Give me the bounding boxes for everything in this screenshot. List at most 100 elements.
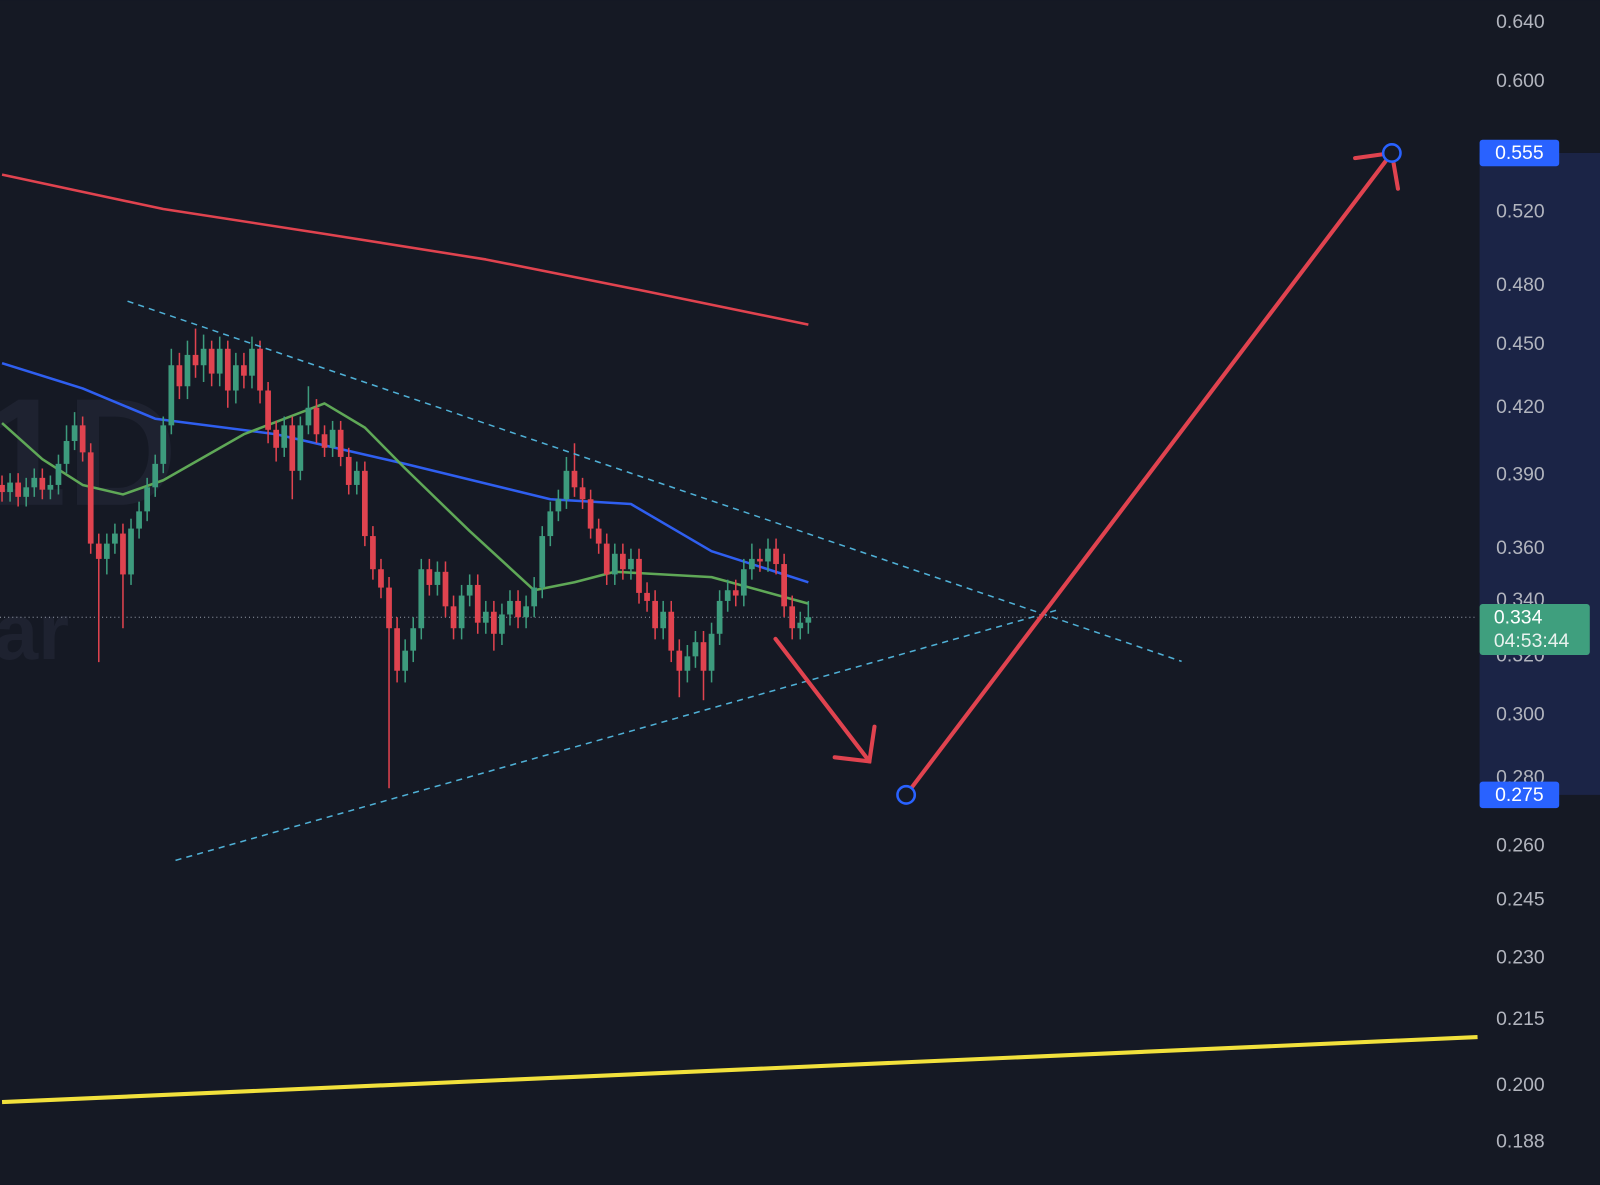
candle-body — [224, 348, 231, 391]
y-tick-label: 0.420 — [1496, 396, 1545, 418]
candle-body — [652, 600, 658, 629]
candle-body — [7, 482, 13, 493]
candle-body — [781, 564, 787, 607]
candle-body — [176, 365, 183, 387]
candle-body — [628, 558, 634, 570]
candle-body — [386, 587, 392, 629]
arrow-head — [832, 724, 877, 764]
candle-body — [394, 628, 400, 671]
y-tick-label: 0.600 — [1496, 70, 1545, 92]
candle-body — [305, 407, 312, 426]
candle-body — [507, 600, 513, 615]
candle-body — [192, 354, 199, 366]
anchor-point — [896, 784, 917, 805]
candle-body — [620, 553, 626, 570]
candle-body — [353, 470, 360, 485]
candle-body — [144, 487, 151, 512]
candle-body — [297, 425, 304, 471]
price-badge-label: 0.275 — [1495, 784, 1544, 806]
candle-body — [249, 348, 255, 376]
candle-body — [361, 470, 368, 537]
candle-body — [644, 592, 650, 601]
candle-body — [724, 590, 731, 601]
candle-body — [200, 348, 207, 366]
candle-body — [136, 511, 142, 529]
moving-average-line — [1, 173, 809, 326]
watermark: ar — [0, 587, 69, 676]
candle-body — [257, 348, 263, 391]
candle-body — [660, 611, 667, 629]
candle-body — [87, 452, 94, 544]
candle-body — [732, 590, 739, 596]
candle-body — [563, 470, 570, 500]
candle-body — [168, 365, 175, 426]
candle-body — [265, 390, 271, 430]
candle-body — [700, 642, 707, 671]
price-badge — [1479, 139, 1560, 167]
candle-body — [676, 650, 683, 671]
candle-body — [434, 571, 441, 585]
candle-body — [692, 642, 699, 657]
candle-body — [152, 463, 159, 488]
candle-body — [611, 553, 618, 575]
candle-body — [636, 558, 642, 593]
candle-body — [797, 622, 804, 629]
candle-body — [370, 536, 376, 570]
candle-body — [321, 434, 328, 448]
candle-body — [289, 425, 296, 471]
candle-body — [345, 456, 352, 485]
moving-average-line — [1, 1035, 1478, 1105]
candle-body — [0, 484, 5, 493]
candle-body — [31, 477, 38, 488]
candle-body — [749, 558, 755, 570]
candle-body — [160, 425, 167, 464]
candle-body — [79, 425, 86, 453]
y-tick-label: 0.640 — [1496, 11, 1545, 33]
candle-body — [805, 617, 812, 623]
axis-layer: 0.640 0.600 0.520 0.480 0.450 0.420 0.390 0.360… — [1479, 11, 1600, 1153]
candle-body — [757, 558, 763, 562]
candle-body — [587, 499, 594, 529]
y-tick-label: 0.520 — [1496, 201, 1545, 223]
candle-body — [329, 429, 336, 448]
candle-body — [241, 365, 247, 376]
candle-body — [773, 548, 779, 565]
arrow-shaft — [904, 150, 1394, 797]
candle-body — [23, 487, 30, 497]
candle-body — [216, 348, 223, 374]
candle-body — [442, 571, 449, 607]
candle-body — [539, 536, 546, 588]
candle-body — [418, 569, 425, 629]
candle-body — [765, 548, 771, 562]
candle-body — [71, 425, 78, 442]
candle-body — [281, 425, 288, 448]
y-tick-label: 0.260 — [1496, 834, 1545, 856]
candle-body — [603, 543, 610, 575]
candle-body — [515, 600, 521, 618]
candle-body — [708, 633, 715, 671]
candle-body — [523, 606, 529, 618]
y-tick-label: 0.188 — [1496, 1131, 1545, 1153]
candle-body — [402, 650, 409, 671]
candle-body — [579, 487, 586, 500]
candle-body — [120, 533, 126, 575]
candle-body — [337, 429, 344, 457]
candle-body — [128, 528, 134, 575]
candle-body — [458, 595, 465, 629]
y-tick-label: 0.230 — [1496, 946, 1545, 968]
candle-body — [63, 441, 70, 464]
candle-body — [595, 528, 602, 544]
candle-body — [410, 628, 417, 651]
y-tick-label: 0.245 — [1496, 889, 1545, 911]
candle-body — [466, 584, 473, 596]
candle-body — [426, 569, 433, 585]
y-tick-label: 0.390 — [1496, 464, 1545, 486]
candle-body — [95, 543, 102, 559]
price-range-highlight — [1479, 152, 1600, 795]
y-tick-label: 0.300 — [1496, 703, 1545, 725]
candle-body — [474, 584, 481, 623]
plot-layer — [0, 173, 1478, 1105]
candle-body — [668, 611, 675, 651]
